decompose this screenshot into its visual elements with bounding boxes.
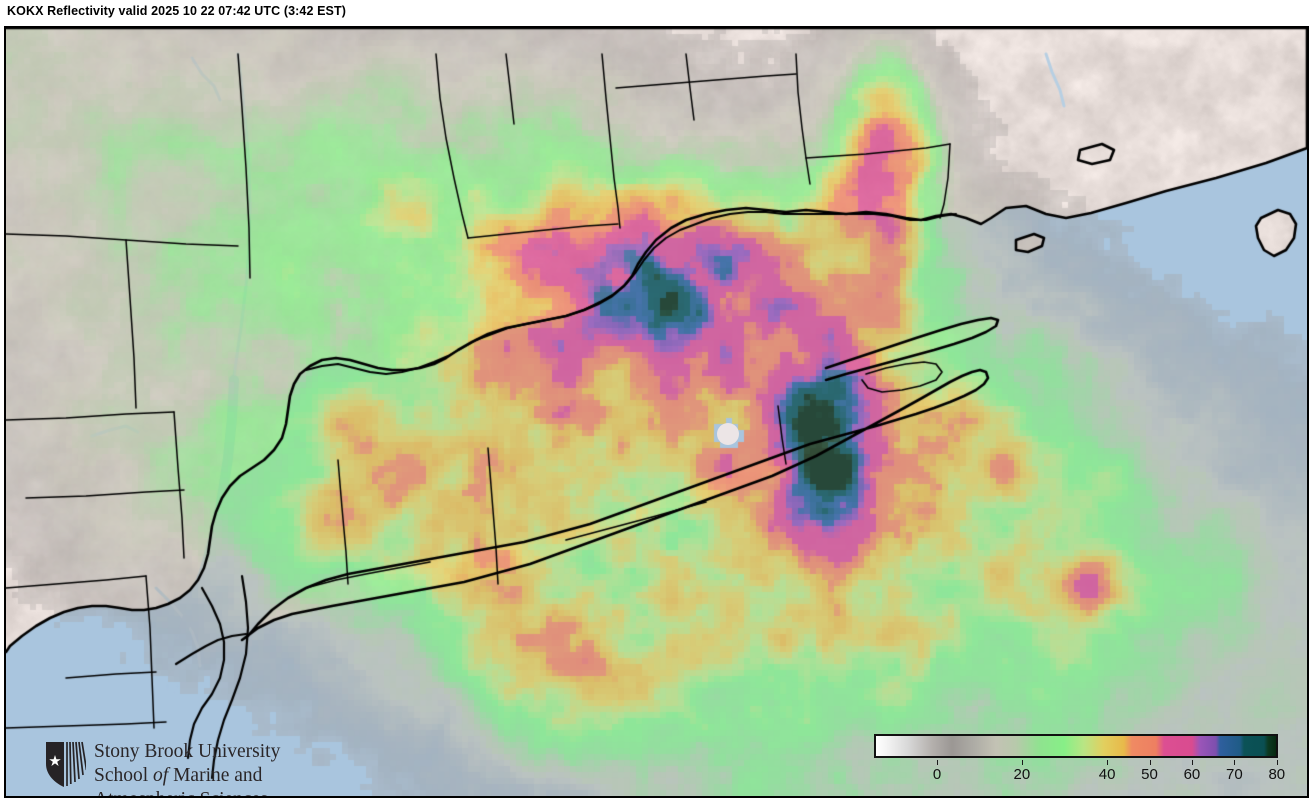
colorbar-bar <box>874 734 1278 758</box>
radar-site-marker <box>717 423 740 446</box>
colorbar-tick <box>937 760 939 765</box>
colorbar-gradient <box>876 736 1276 756</box>
stony-brook-logo: Stony Brook University School of Marine … <box>44 740 314 796</box>
colorbar-tick-label-20: 20 <box>1013 766 1031 783</box>
logo-text: Stony Brook University School of Marine … <box>94 740 344 796</box>
colorbar-tick-label-80: 80 <box>1268 766 1286 783</box>
logo-line-2-c: Marine and <box>168 765 263 786</box>
colorbar-tick-label-0: 0 <box>932 766 942 783</box>
logo-line-2-of: of <box>153 765 169 786</box>
colorbar-tick <box>1234 760 1236 765</box>
colorbar-tick <box>1021 760 1023 765</box>
colorbar-tick <box>1107 760 1109 765</box>
logo-line-2-a: School <box>94 765 154 786</box>
page-title: KOKX Reflectivity valid 2025 10 22 07:42… <box>7 4 346 18</box>
title-bar: KOKX Reflectivity valid 2025 10 22 07:42… <box>0 0 1316 26</box>
shield-icon <box>46 741 86 787</box>
colorbar-tick-label-60: 60 <box>1183 766 1201 783</box>
logo-line-2: School of Marine and <box>94 764 344 788</box>
colorbar-tick <box>1276 760 1278 765</box>
reflectivity-colorbar: 0 20 40 50 60 70 80 <box>870 730 1290 792</box>
radar-reflectivity-map[interactable] <box>6 28 1307 796</box>
colorbar-tick-label-40: 40 <box>1098 766 1116 783</box>
colorbar-tick <box>1149 760 1151 765</box>
colorbar-tick <box>1191 760 1193 765</box>
radar-map-frame[interactable]: Stony Brook University School of Marine … <box>4 26 1309 798</box>
logo-line-1: Stony Brook University <box>94 741 281 762</box>
logo-line-3: Atmospheric Sciences <box>94 788 344 796</box>
colorbar-tick-label-50: 50 <box>1141 766 1158 783</box>
colorbar-tick-label-70: 70 <box>1226 766 1243 783</box>
